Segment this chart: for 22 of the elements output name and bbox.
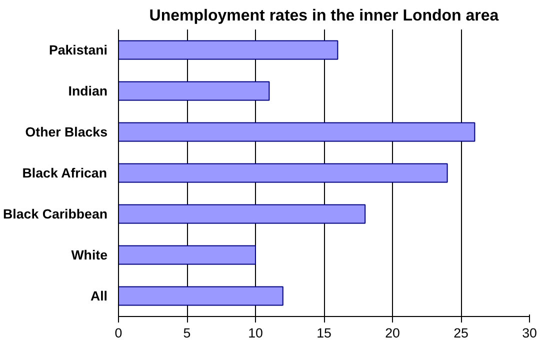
bar	[118, 81, 270, 101]
y-tick-label: Black Caribbean	[3, 206, 108, 222]
bar	[118, 245, 256, 265]
x-tick-label: 15	[316, 326, 332, 340]
bar	[118, 286, 284, 306]
x-tick-label: 0	[114, 326, 122, 340]
x-tick-label: 30	[522, 326, 537, 340]
x-tick-label: 10	[248, 326, 263, 340]
y-tick-label: Black African	[22, 166, 108, 180]
x-tick-label: 25	[454, 326, 468, 340]
y-tick-label: White	[71, 248, 108, 262]
bar	[118, 204, 366, 224]
bar	[118, 122, 476, 142]
y-tick-label: Indian	[68, 84, 108, 98]
y-tick-label: All	[90, 288, 108, 304]
x-tick-label: 5	[183, 326, 191, 340]
y-tick-label: Pakistani	[48, 42, 108, 58]
bar	[118, 40, 338, 60]
x-tick-label: 20	[385, 326, 400, 340]
y-tick-label: Other Blacks	[25, 124, 108, 140]
bar	[118, 163, 448, 183]
chart-title: Unemployment rates in the inner London area	[149, 8, 499, 24]
